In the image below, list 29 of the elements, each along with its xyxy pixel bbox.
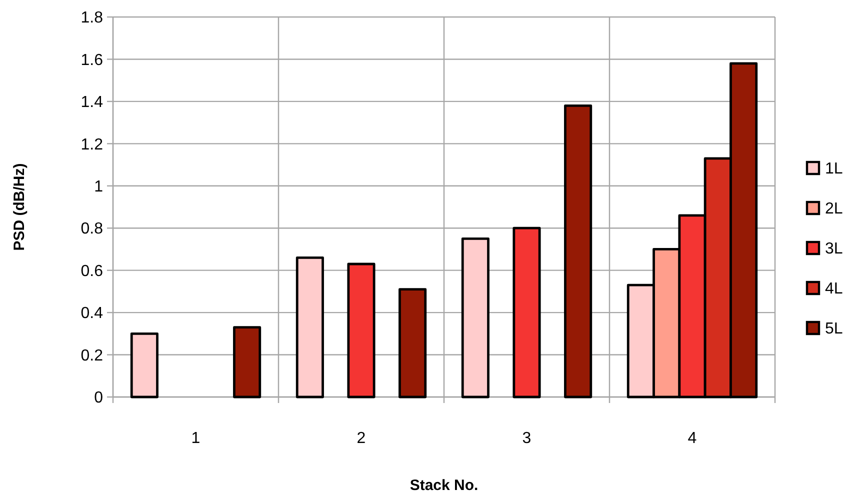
legend-label: 3L <box>825 240 843 258</box>
legend-label: 2L <box>825 200 843 218</box>
y-tick-label: 1.2 <box>80 136 104 154</box>
x-tick-label: 2 <box>356 430 366 447</box>
y-tick-label: 0.6 <box>80 262 104 280</box>
x-tick-label: 3 <box>522 430 532 447</box>
legend-label: 4L <box>825 280 843 298</box>
bar <box>130 332 158 398</box>
bar <box>512 226 541 398</box>
y-axis-title: PSD (dB/Hz) <box>11 163 28 251</box>
bar <box>347 262 376 398</box>
x-tick-label: 4 <box>688 430 697 447</box>
y-tick-label: 0.8 <box>80 220 104 238</box>
legend-label: 5L <box>825 320 843 338</box>
x-axis-title: Stack No. <box>410 477 478 494</box>
bar <box>564 104 592 398</box>
legend-label: 1L <box>825 160 843 178</box>
bar <box>233 326 262 398</box>
bar <box>461 237 490 398</box>
bar <box>296 256 324 398</box>
y-tick-label: 1 <box>94 178 104 196</box>
y-tick-label: 0 <box>94 390 104 407</box>
x-tick-label: 1 <box>191 430 200 447</box>
y-tick-label: 0.2 <box>80 347 104 364</box>
y-tick-label: 1.6 <box>80 52 104 69</box>
y-tick-label: 1.8 <box>80 10 104 27</box>
y-tick-label: 1.4 <box>80 94 104 112</box>
bar <box>398 288 427 398</box>
y-tick-label: 0.4 <box>80 305 104 322</box>
